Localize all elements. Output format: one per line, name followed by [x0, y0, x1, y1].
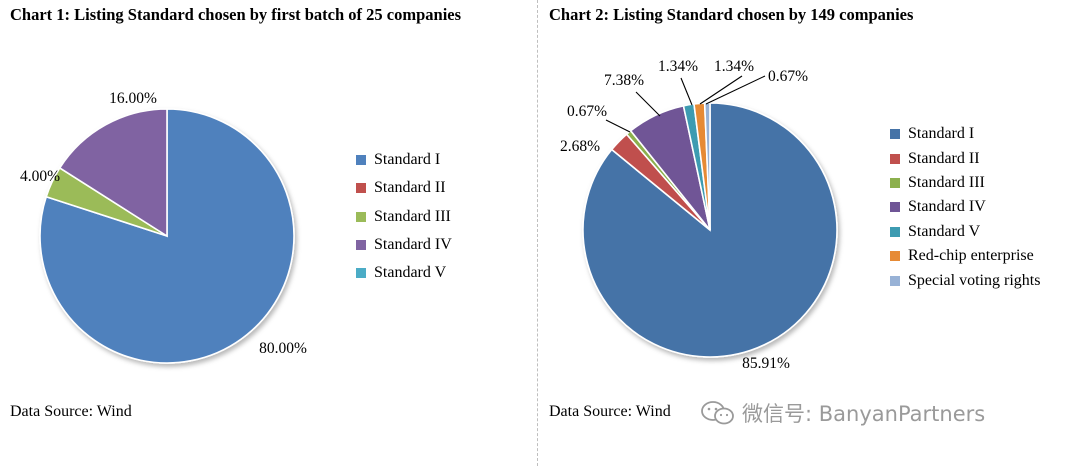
- legend-swatch: [356, 240, 366, 251]
- chart2-leader-red-chip-enterprise: [699, 75, 743, 105]
- legend-label: Standard IV: [908, 198, 986, 216]
- legend-swatch: [356, 155, 366, 166]
- chart2-pie: [582, 102, 838, 358]
- chart2-label-standard-ii: 2.68%: [560, 138, 600, 155]
- legend-swatch: [890, 177, 900, 188]
- legend-label: Standard II: [374, 179, 446, 197]
- legend-label: Standard I: [908, 125, 975, 143]
- chart2-label-standard-v: 1.34%: [658, 58, 698, 75]
- legend-swatch: [890, 251, 900, 262]
- chart2-label-special-voting-rights: 0.67%: [768, 68, 808, 85]
- chart2-leader-standard-v: [680, 77, 693, 106]
- chart2-legend-item-standard-ii: Standard II: [890, 146, 1040, 170]
- legend-label: Standard V: [908, 222, 981, 240]
- legend-label: Standard V: [374, 264, 447, 282]
- chart2-label-standard-iii: 0.67%: [567, 103, 607, 120]
- chart2-legend-item-standard-v: Standard V: [890, 220, 1040, 244]
- chart2-legend-item-standard-iv: Standard IV: [890, 195, 1040, 219]
- legend-label: Red-chip enterprise: [908, 247, 1034, 265]
- chart1-legend-item-standard-ii: Standard II: [356, 174, 452, 202]
- legend-swatch: [890, 275, 900, 286]
- legend-swatch: [890, 226, 900, 237]
- legend-swatch: [890, 202, 900, 213]
- chart2-label-red-chip-enterprise: 1.34%: [714, 58, 754, 75]
- chart1-legend-item-standard-i: Standard I: [356, 146, 452, 174]
- chart1-label-standard-i: 80.00%: [259, 340, 307, 357]
- chart2-leader-standard-iv: [635, 91, 661, 117]
- chart1-label-standard-iii: 4.00%: [20, 168, 60, 185]
- legend-swatch: [356, 211, 366, 222]
- chart2-source: Data Source: Wind: [549, 403, 671, 420]
- legend-swatch: [356, 268, 366, 279]
- chart1-source: Data Source: Wind: [10, 403, 132, 420]
- legend-swatch: [356, 183, 366, 194]
- chart2-legend: Standard I Standard II Standard III Standar…: [890, 122, 1040, 293]
- legend-swatch: [890, 153, 900, 164]
- chart1-legend-item-standard-v: Standard V: [356, 259, 452, 287]
- chart1-legend-item-standard-iv: Standard IV: [356, 231, 452, 259]
- chart2-leader-standard-iii: [605, 119, 631, 133]
- chart2-label-standard-iv: 7.38%: [604, 72, 644, 89]
- watermark-text: 微信号: BanyanPartners: [742, 402, 986, 426]
- chart1-slice-standard-iv: [58, 108, 168, 238]
- chart2-legend-item-standard-iii: Standard III: [890, 171, 1040, 195]
- legend-label: Standard II: [908, 149, 980, 167]
- chart2-legend-item-standard-i: Standard I: [890, 122, 1040, 146]
- watermark: 微信号: BanyanPartners: [700, 398, 985, 428]
- legend-label: Standard IV: [374, 236, 452, 254]
- chart1-legend-item-standard-iii: Standard III: [356, 203, 452, 231]
- legend-label: Standard III: [374, 207, 451, 225]
- chart2-title: Chart 2: Listing Standard chosen by 149 …: [549, 5, 914, 24]
- legend-label: Standard I: [374, 151, 441, 169]
- chart1-label-standard-iv: 16.00%: [109, 90, 157, 107]
- legend-label: Special voting rights: [908, 271, 1041, 289]
- chart2-leader-special-voting-rights: [705, 75, 766, 105]
- chart1-legend: Standard I Standard II Standard III Standar…: [356, 146, 452, 287]
- chart1-title: Chart 1: Listing Standard chosen by firs…: [10, 5, 462, 24]
- legend-label: Standard III: [908, 173, 985, 191]
- legend-swatch: [890, 129, 900, 140]
- chart2-legend-item-special-voting-rights: Special voting rights: [890, 268, 1040, 292]
- chart-divider: [537, 0, 538, 466]
- chart1-pie: [39, 108, 295, 364]
- chart2-label-standard-i: 85.91%: [742, 355, 790, 372]
- chart2-legend-item-red-chip-enterprise: Red-chip enterprise: [890, 244, 1040, 268]
- wechat-icon: [701, 401, 734, 425]
